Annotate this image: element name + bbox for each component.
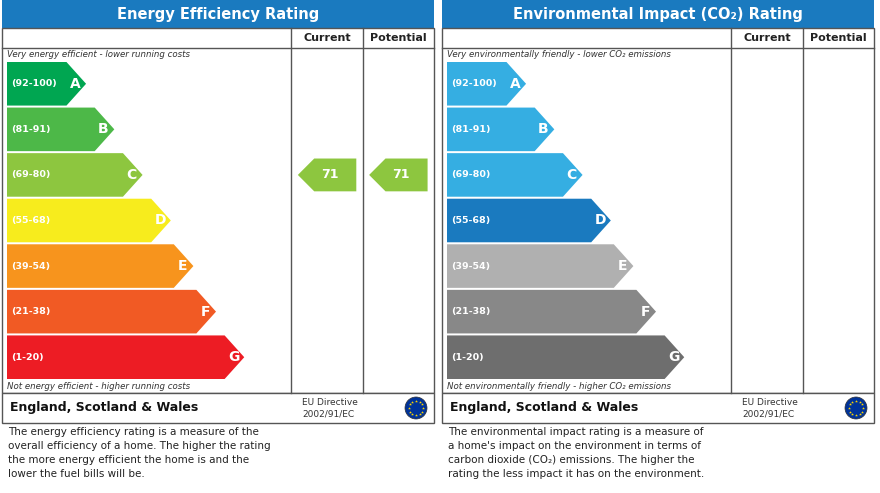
Polygon shape (369, 159, 428, 191)
Text: (39-54): (39-54) (11, 262, 50, 271)
Text: (21-38): (21-38) (11, 307, 50, 316)
Text: Potential: Potential (370, 33, 427, 43)
Text: G: G (668, 350, 679, 364)
Text: F: F (641, 305, 650, 318)
Polygon shape (7, 245, 194, 288)
Circle shape (845, 397, 867, 419)
Text: (1-20): (1-20) (451, 352, 484, 362)
Text: C: C (567, 168, 577, 182)
Text: B: B (539, 122, 549, 137)
Polygon shape (447, 335, 685, 379)
Text: (55-68): (55-68) (451, 216, 490, 225)
Text: England, Scotland & Wales: England, Scotland & Wales (450, 401, 638, 415)
Text: Current: Current (744, 33, 791, 43)
Text: 71: 71 (392, 169, 409, 181)
Polygon shape (447, 245, 634, 288)
Text: Not energy efficient - higher running costs: Not energy efficient - higher running co… (7, 382, 190, 391)
Text: D: D (154, 213, 165, 227)
Polygon shape (7, 62, 86, 106)
Text: A: A (510, 77, 521, 91)
Text: (39-54): (39-54) (451, 262, 490, 271)
Text: A: A (70, 77, 81, 91)
Text: E: E (618, 259, 627, 273)
Polygon shape (7, 107, 114, 151)
Text: Potential: Potential (810, 33, 867, 43)
Polygon shape (447, 290, 656, 333)
Bar (2, 393, 434, 423)
Text: (1-20): (1-20) (11, 352, 44, 362)
Bar (442, 393, 874, 423)
Text: C: C (127, 168, 137, 182)
Text: England, Scotland & Wales: England, Scotland & Wales (10, 401, 198, 415)
Text: EU Directive
2002/91/EC: EU Directive 2002/91/EC (302, 397, 358, 419)
Polygon shape (447, 62, 526, 106)
Bar (2, 28, 434, 393)
Polygon shape (447, 199, 611, 242)
Text: B: B (99, 122, 109, 137)
Text: (21-38): (21-38) (451, 307, 490, 316)
Bar (442, 28, 874, 393)
Text: D: D (594, 213, 605, 227)
Text: Current: Current (304, 33, 351, 43)
Text: Very environmentally friendly - lower CO₂ emissions: Very environmentally friendly - lower CO… (447, 50, 671, 59)
Circle shape (405, 397, 427, 419)
Polygon shape (7, 335, 245, 379)
Text: Not environmentally friendly - higher CO₂ emissions: Not environmentally friendly - higher CO… (447, 382, 671, 391)
Text: The environmental impact rating is a measure of
a home's impact on the environme: The environmental impact rating is a mea… (448, 427, 704, 479)
Text: (92-100): (92-100) (11, 79, 56, 88)
Text: (81-91): (81-91) (11, 125, 50, 134)
Polygon shape (7, 290, 216, 333)
Text: (81-91): (81-91) (451, 125, 490, 134)
Bar (442, 0, 874, 28)
Text: (69-80): (69-80) (11, 171, 50, 179)
Polygon shape (447, 107, 554, 151)
Polygon shape (7, 199, 171, 242)
Text: EU Directive
2002/91/EC: EU Directive 2002/91/EC (742, 397, 798, 419)
Text: Very energy efficient - lower running costs: Very energy efficient - lower running co… (7, 50, 190, 59)
Polygon shape (297, 159, 356, 191)
Text: 71: 71 (321, 169, 338, 181)
Polygon shape (7, 153, 143, 197)
Text: (69-80): (69-80) (451, 171, 490, 179)
Polygon shape (447, 153, 583, 197)
Text: (55-68): (55-68) (11, 216, 50, 225)
Text: The energy efficiency rating is a measure of the
overall efficiency of a home. T: The energy efficiency rating is a measur… (8, 427, 271, 479)
Text: G: G (228, 350, 239, 364)
Text: E: E (178, 259, 187, 273)
Text: Environmental Impact (CO₂) Rating: Environmental Impact (CO₂) Rating (513, 6, 803, 22)
Bar (2, 0, 434, 28)
Text: F: F (201, 305, 210, 318)
Text: (92-100): (92-100) (451, 79, 496, 88)
Text: Energy Efficiency Rating: Energy Efficiency Rating (117, 6, 319, 22)
